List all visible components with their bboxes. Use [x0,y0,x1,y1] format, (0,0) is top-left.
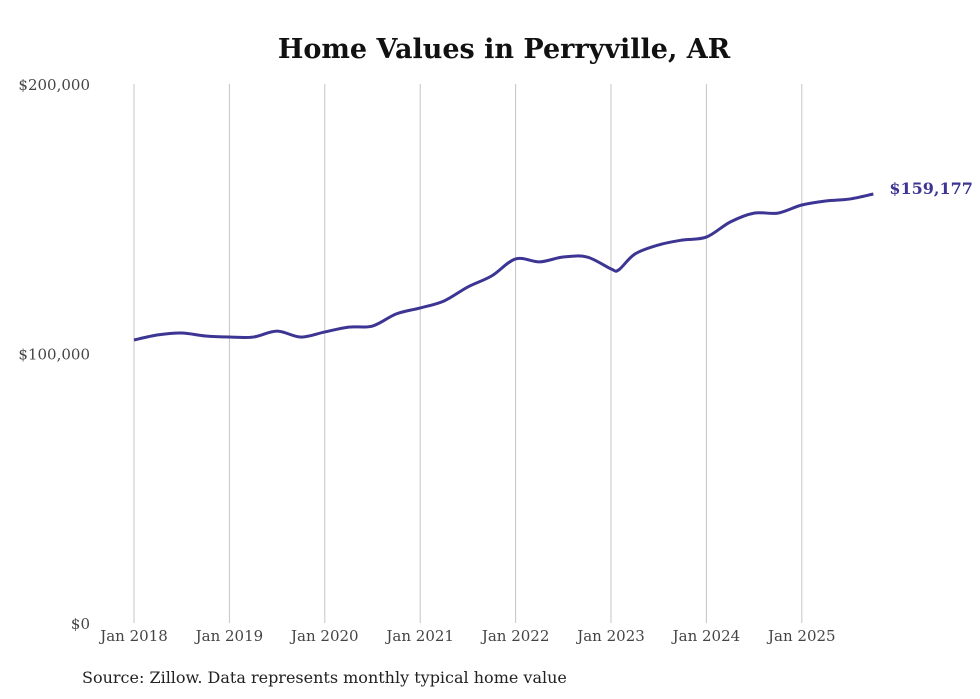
x-tick-label: Jan 2023 [575,627,645,645]
series-line [133,192,874,342]
chart-title: Home Values in Perryville, AR [278,34,731,65]
source-note: Source: Zillow. Data represents monthly … [82,668,567,687]
x-tick-label: Jan 2024 [671,627,741,645]
x-tick-label: Jan 2020 [289,627,359,645]
y-tick-label: $0 [71,615,90,633]
end-value-label: $159,177 [889,179,973,198]
x-tick-label: Jan 2021 [384,627,454,645]
x-tick-label: Jan 2022 [480,627,550,645]
x-tick-label: Jan 2019 [194,627,264,645]
x-tick-label: Jan 2025 [766,627,836,645]
y-tick-label: $100,000 [18,346,90,364]
x-tick-label: Jan 2018 [98,627,168,645]
y-tick-label: $200,000 [18,76,90,94]
